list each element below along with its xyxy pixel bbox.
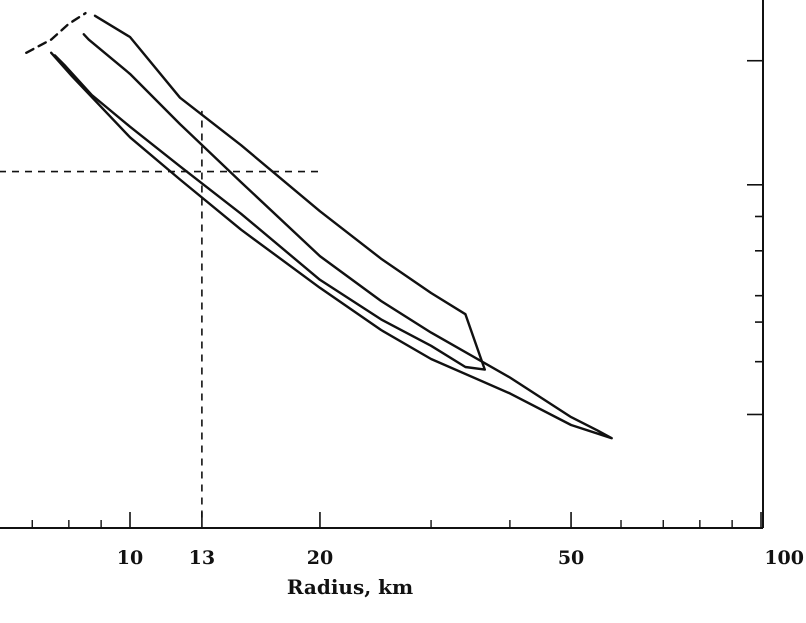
x-tick-label: 10 bbox=[117, 547, 143, 569]
tick-labels: 10 13 20 50 100 bbox=[117, 547, 804, 569]
x-tick-label: 50 bbox=[558, 547, 584, 569]
x-axis-label: Radius, km bbox=[287, 575, 413, 599]
curve-2 bbox=[50, 33, 613, 440]
dashed-curve bbox=[25, 11, 87, 54]
ticks bbox=[31, 59, 763, 528]
axes bbox=[0, 0, 764, 529]
curves bbox=[25, 11, 613, 440]
x-tick-label: 100 bbox=[764, 547, 804, 569]
x-tick-label: 13 bbox=[189, 547, 215, 569]
curve-1 bbox=[53, 14, 486, 371]
reference-lines bbox=[0, 110, 320, 518]
x-tick-label: 20 bbox=[307, 547, 333, 569]
